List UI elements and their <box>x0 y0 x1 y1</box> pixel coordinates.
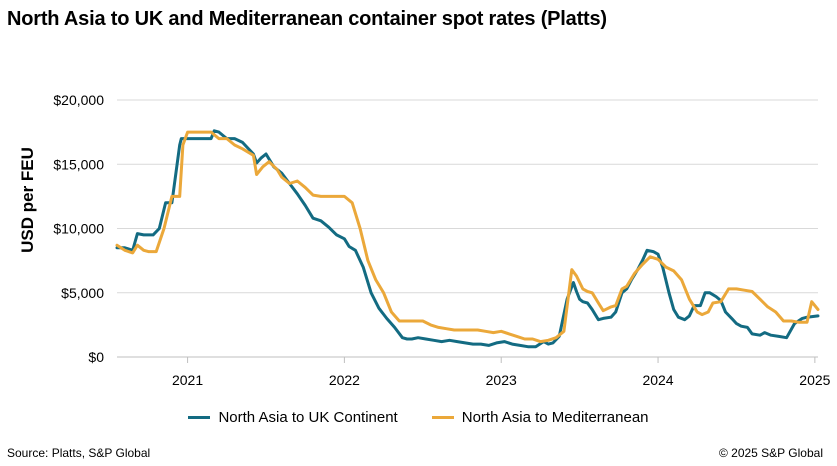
x-tick-label: 2025 <box>799 372 830 388</box>
source-note: Source: Platts, S&P Global <box>7 446 151 460</box>
legend-item-uk: North Asia to UK Continent <box>188 409 398 426</box>
x-tick-label: 2021 <box>172 372 203 388</box>
axis-layer: $0 $5,000 $10,000 $15,000 $20,000 2021 2022 202… <box>53 92 830 388</box>
chart-title: North Asia to UK and Mediterranean conta… <box>7 8 607 30</box>
y-tick-label: $15,000 <box>53 156 104 172</box>
legend: North Asia to UK Continent North Asia to… <box>0 409 837 426</box>
y-tick-label: $0 <box>88 349 104 365</box>
y-axis-label: USD per FEU <box>18 147 37 253</box>
y-tick-label: $10,000 <box>53 221 104 237</box>
y-tick-label: $5,000 <box>61 285 104 301</box>
legend-item-med: North Asia to Mediterranean <box>431 409 649 426</box>
legend-swatch-med <box>431 416 454 419</box>
legend-label-uk: North Asia to UK Continent <box>218 409 398 426</box>
series-layer <box>115 129 820 349</box>
copyright-note: © 2025 S&P Global <box>718 446 823 460</box>
series-line-mediterranean <box>115 130 820 344</box>
x-tick-label: 2022 <box>329 372 360 388</box>
y-tick-label: $20,000 <box>53 92 104 108</box>
series-line-uk-continent <box>115 129 820 349</box>
x-tick-label: 2023 <box>486 372 517 388</box>
x-tick-label: 2024 <box>642 372 673 388</box>
grid-layer <box>117 99 818 294</box>
legend-label-med: North Asia to Mediterranean <box>461 409 649 426</box>
legend-swatch-uk <box>188 416 211 419</box>
